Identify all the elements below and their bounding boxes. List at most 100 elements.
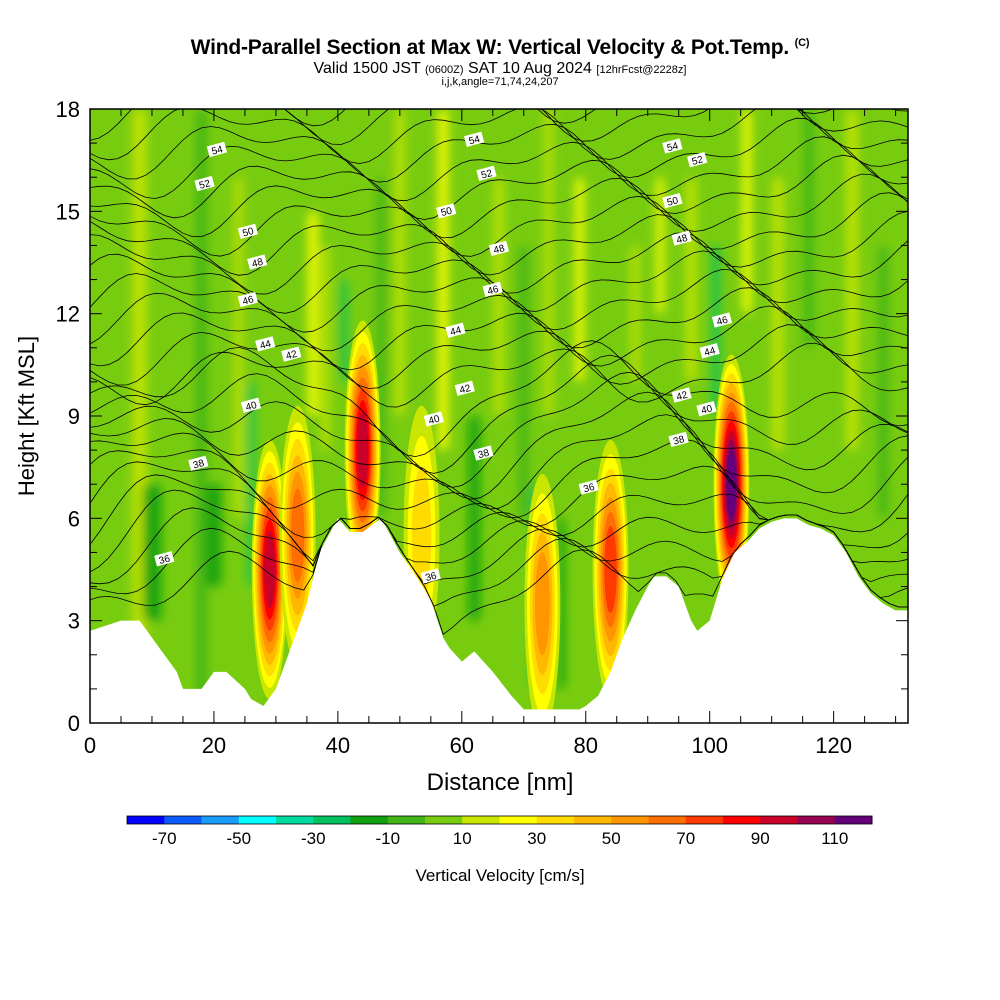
- contour-label-text: 44: [449, 325, 463, 339]
- contour-label-42: 42: [454, 380, 475, 396]
- contour-label-box: [154, 551, 175, 567]
- theta-contour: [90, 371, 908, 488]
- colorbar-swatch: [462, 816, 500, 824]
- velocity-band: [494, 177, 504, 416]
- theta-contour: [90, 109, 908, 165]
- x-tick-label: 120: [815, 733, 852, 758]
- x-tick-label: 80: [574, 733, 598, 758]
- contour-label-46: 46: [482, 281, 503, 298]
- contour-label-text: 40: [245, 400, 259, 414]
- contour-label-text: 40: [427, 414, 441, 428]
- colorbar-swatch: [611, 816, 649, 824]
- contour-label-46: 46: [711, 312, 733, 329]
- contour-label-box: [240, 397, 262, 413]
- colorbar-swatch: [127, 816, 165, 824]
- contour-label-52: 52: [687, 152, 708, 168]
- contour-label-text: 48: [492, 243, 506, 257]
- contour-label-box: [194, 175, 215, 192]
- contour-label-box: [454, 380, 475, 396]
- y-tick-label: 12: [56, 302, 80, 327]
- contour-label-text: 38: [477, 448, 491, 462]
- contour-label-text: 40: [700, 403, 714, 417]
- contour-label-box: [463, 131, 485, 147]
- contour-label-text: 48: [675, 233, 689, 247]
- chart-title: Wind-Parallel Section at Max W: Vertical…: [190, 36, 810, 59]
- contour-label-box: [671, 387, 692, 403]
- contour-label-box: [662, 192, 683, 209]
- velocity-band: [742, 109, 752, 314]
- velocity-band: [575, 177, 584, 382]
- theta-contour: [90, 211, 908, 276]
- velocity-band: [686, 177, 697, 382]
- colorbar-swatch: [536, 816, 575, 824]
- contour-label-box: [662, 138, 683, 154]
- x-tick-label: 60: [450, 733, 474, 758]
- contour-label-box: [420, 568, 441, 584]
- x-tick-label: 100: [691, 733, 728, 758]
- contour-label-text: 46: [716, 315, 730, 329]
- potential-temperature-contours: [90, 109, 908, 635]
- colorbar-tick-label: 10: [453, 829, 472, 848]
- contour-label-54: 54: [463, 131, 485, 148]
- contour-label-48: 48: [247, 254, 268, 271]
- copyright-mark: (C): [794, 37, 810, 49]
- colorbar-swatch: [723, 816, 761, 824]
- theta-contour: [90, 324, 908, 389]
- colorbar-swatch: [313, 816, 351, 824]
- theta-contour: [90, 438, 908, 533]
- contour-label-box: [188, 455, 209, 471]
- contour-label-box: [206, 141, 228, 158]
- contour-label-36: 36: [154, 551, 175, 567]
- contour-label-text: 50: [440, 205, 454, 219]
- colorbar-tick-label: 70: [676, 829, 695, 848]
- y-tick-label: 18: [56, 97, 80, 122]
- contour-label-text: 42: [285, 349, 299, 363]
- contour-label-text: 50: [666, 195, 680, 209]
- velocity-band: [712, 245, 720, 416]
- colorbar-tick-label: -70: [152, 829, 177, 848]
- colorbar-tick-label: 90: [751, 829, 770, 848]
- contour-label-36: 36: [578, 479, 599, 495]
- contour-label-44: 44: [255, 336, 276, 352]
- colorbar-swatch: [648, 816, 687, 824]
- contour-label-text: 54: [468, 134, 482, 148]
- theta-contour: [90, 287, 908, 352]
- theta-contour: [90, 173, 908, 239]
- contour-label-40: 40: [240, 397, 262, 414]
- contour-label-54: 54: [662, 138, 683, 154]
- contour-label-box: [687, 152, 708, 168]
- contour-label-box: [696, 401, 717, 417]
- colorbar-swatch: [499, 816, 538, 824]
- section-info: i,j,k,angle=71,74,24,207: [441, 76, 559, 88]
- contour-label-48: 48: [671, 230, 692, 247]
- theta-contour: [90, 391, 908, 500]
- velocity-band: [846, 109, 858, 451]
- theta-contour: [90, 414, 908, 515]
- colorbar-tick-label: -30: [301, 829, 326, 848]
- contour-label-48: 48: [488, 240, 509, 257]
- terrain-mask: [90, 518, 908, 723]
- contour-label-52: 52: [194, 175, 215, 192]
- theta-contour: [90, 354, 908, 474]
- velocity-band: [340, 279, 348, 382]
- colorbar-swatch: [685, 816, 724, 824]
- colorbar-swatch: [425, 816, 463, 824]
- chart-subtitle: Valid 1500 JST (0600Z) SAT 10 Aug 2024 […: [313, 60, 687, 77]
- contour-label-text: 44: [259, 338, 273, 352]
- contour-label-46: 46: [237, 291, 259, 308]
- contour-label-text: 44: [703, 345, 717, 359]
- contour-label-38: 38: [668, 431, 689, 448]
- contour-label-44: 44: [445, 322, 466, 339]
- contour-label-text: 48: [251, 257, 265, 271]
- contour-label-52: 52: [476, 165, 497, 182]
- contour-label-text: 38: [192, 458, 206, 472]
- contour-label-box: [699, 343, 720, 359]
- updraft-core-60: [535, 551, 550, 656]
- contour-label-box: [476, 165, 497, 181]
- y-axis-label: Height [Kft MSL]: [14, 336, 39, 496]
- contour-label-box: [423, 411, 444, 427]
- colorbar-tick-label: 50: [602, 829, 621, 848]
- colorbar-swatch: [350, 816, 389, 824]
